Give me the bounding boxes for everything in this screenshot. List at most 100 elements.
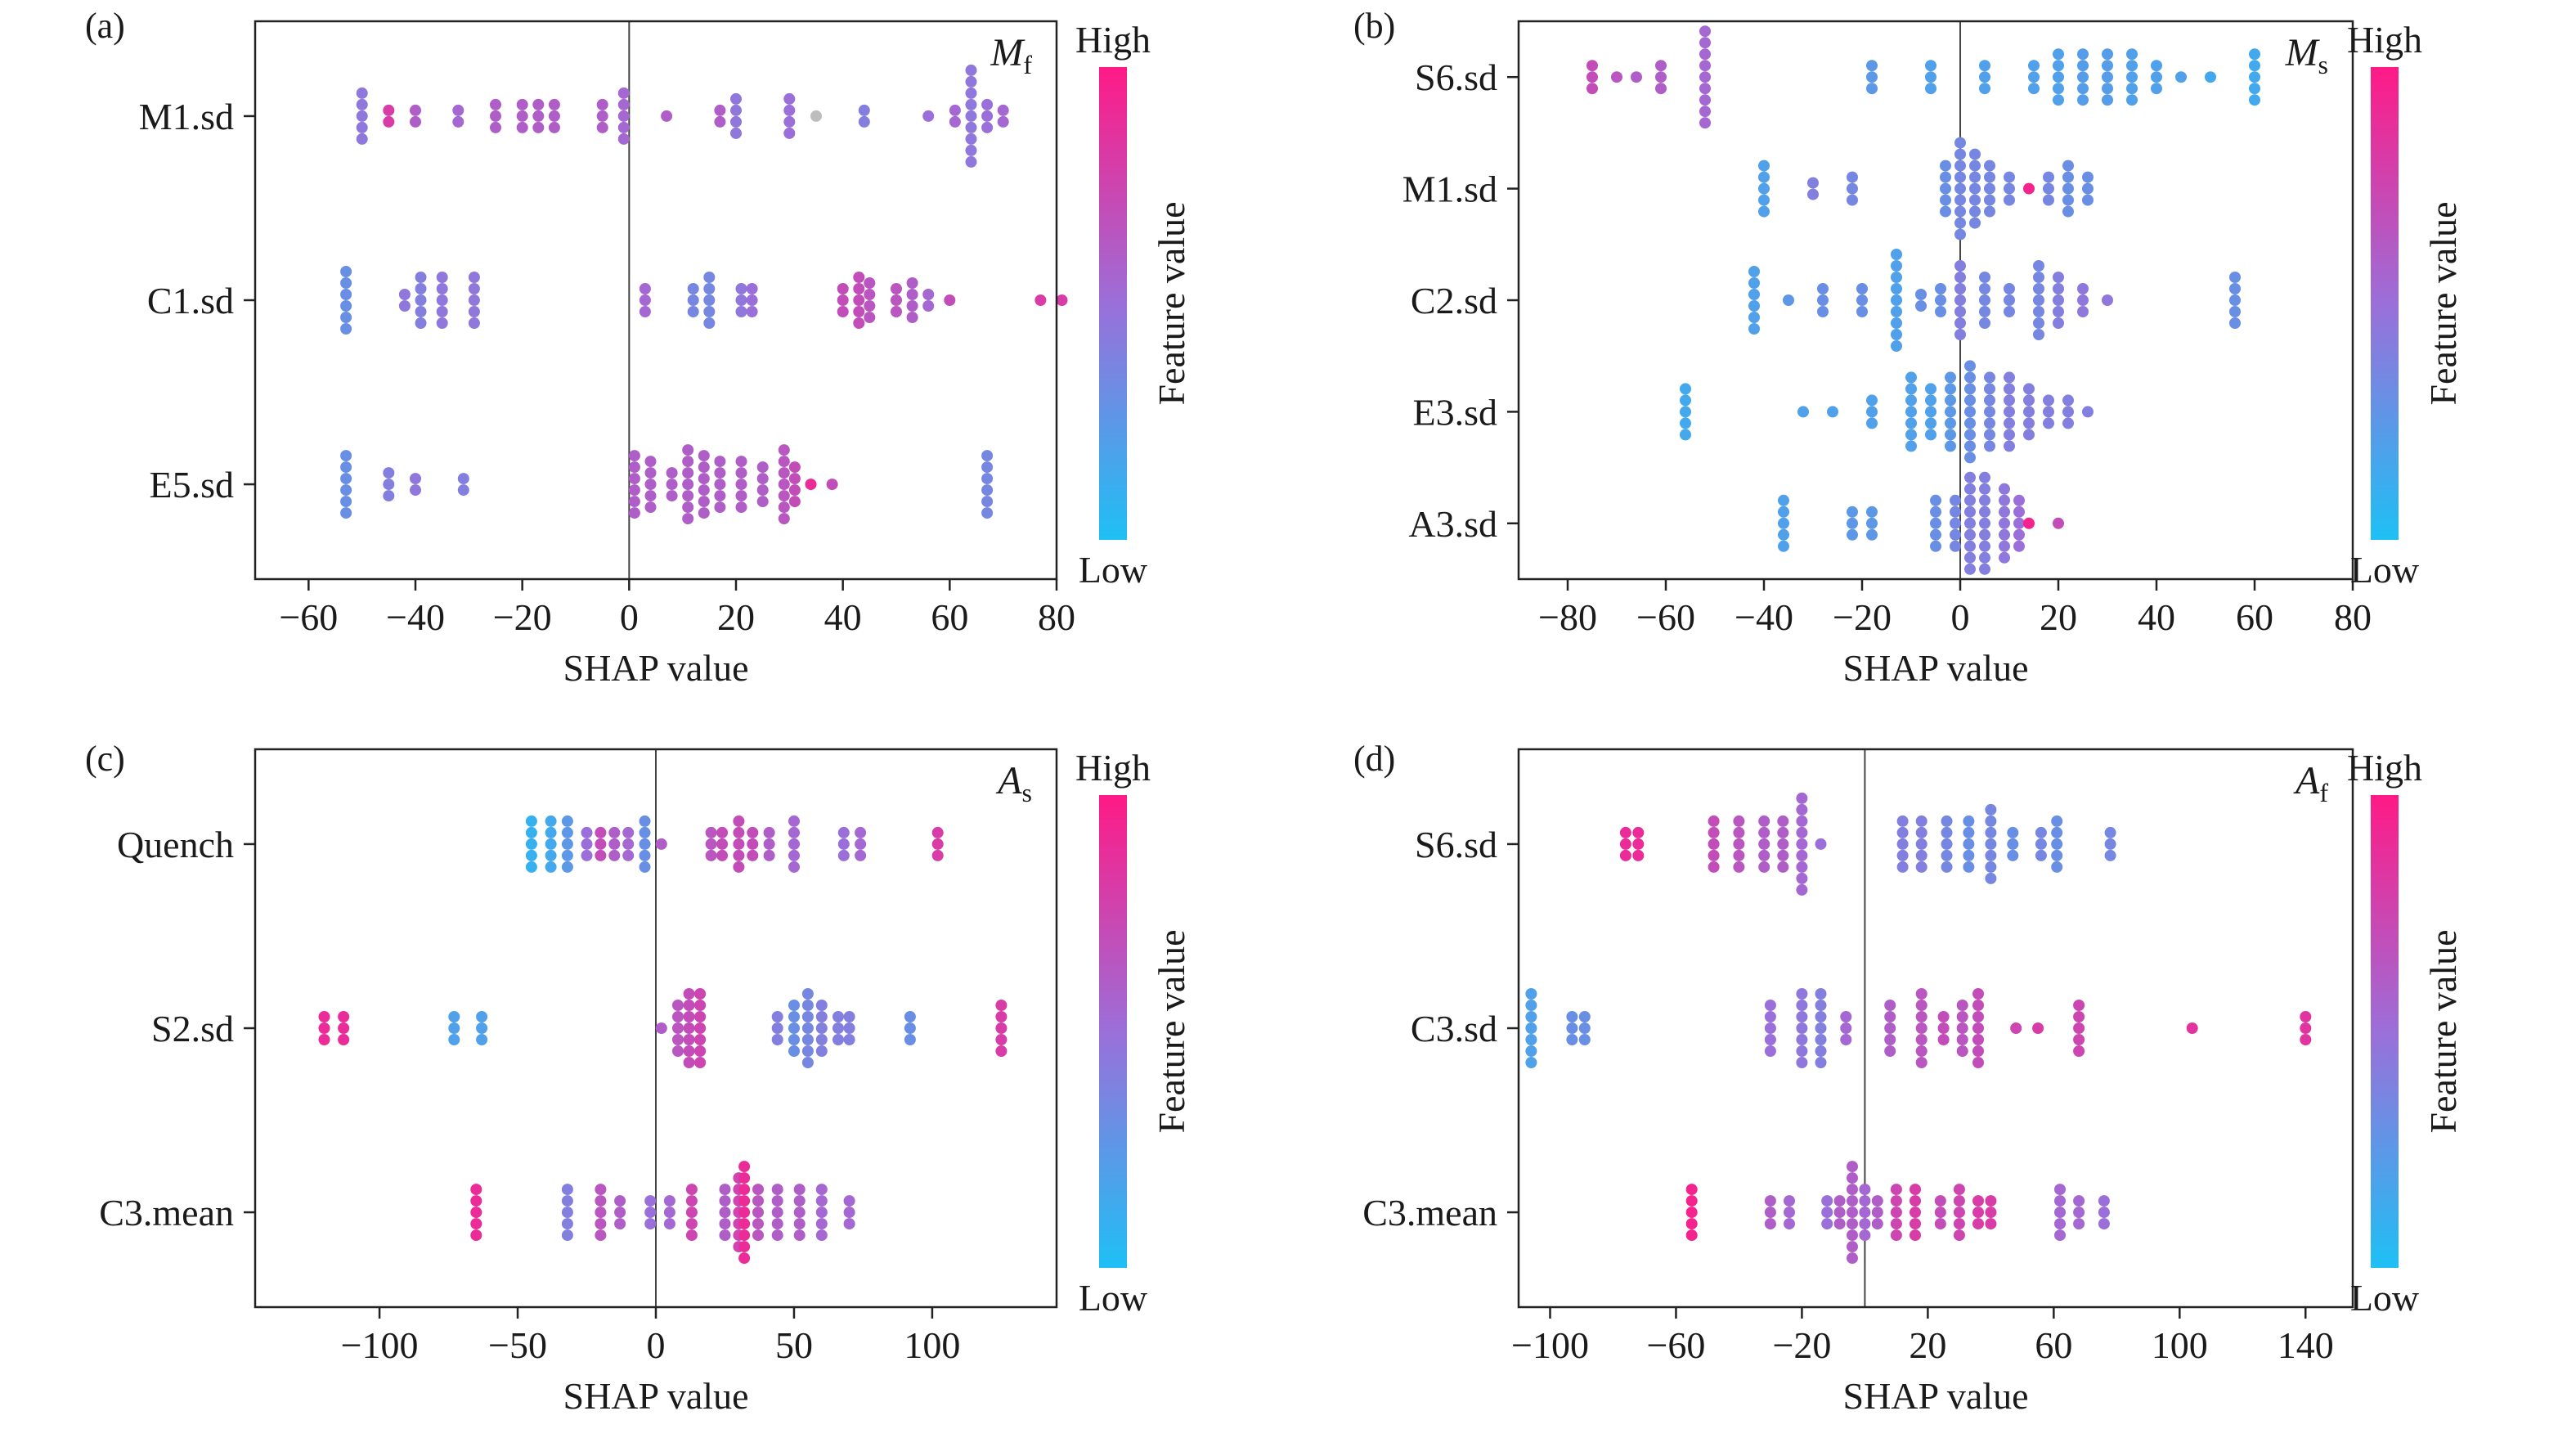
shap-point bbox=[525, 826, 537, 838]
shap-point bbox=[1796, 815, 1808, 827]
shap-point bbox=[1985, 1207, 1997, 1219]
shap-point bbox=[1748, 277, 1760, 289]
shap-point bbox=[2077, 283, 2089, 294]
panel-label: (b) bbox=[1353, 6, 1395, 46]
shap-point bbox=[1905, 440, 1917, 452]
shap-point bbox=[965, 155, 977, 168]
shap-point bbox=[1964, 360, 1976, 372]
shap-point bbox=[858, 115, 870, 128]
shap-point bbox=[2004, 394, 2015, 407]
shap-point bbox=[672, 1045, 684, 1057]
shap-point bbox=[383, 490, 395, 502]
shap-point bbox=[410, 104, 421, 116]
feature-label: C1.sd bbox=[147, 280, 234, 321]
shap-point bbox=[1733, 849, 1745, 861]
shap-point bbox=[1733, 838, 1745, 850]
shap-point bbox=[719, 1207, 731, 1219]
shap-point bbox=[1915, 861, 1928, 873]
colorbar-title: Feature value bbox=[2422, 929, 2464, 1133]
shap-point bbox=[1969, 194, 1981, 206]
shap-point bbox=[694, 988, 707, 1000]
shap-point bbox=[2033, 306, 2044, 317]
x-tick-label: −40 bbox=[1735, 596, 1793, 638]
shap-point bbox=[965, 121, 977, 133]
shap-point bbox=[864, 289, 876, 300]
shap-point bbox=[832, 1011, 844, 1022]
shap-point bbox=[468, 272, 480, 283]
shap-point bbox=[735, 479, 747, 491]
shap-point bbox=[801, 1000, 814, 1011]
shap-point bbox=[1859, 1207, 1871, 1219]
shap-point bbox=[1979, 71, 1990, 83]
shap-point bbox=[595, 1207, 607, 1219]
shap-point bbox=[2033, 283, 2044, 294]
shap-point bbox=[944, 294, 956, 306]
shap-point bbox=[356, 110, 368, 122]
shap-point bbox=[663, 1195, 675, 1207]
shap-point bbox=[1796, 1000, 1808, 1011]
shap-point bbox=[981, 496, 994, 508]
shap-point bbox=[788, 838, 800, 850]
shap-point bbox=[340, 312, 352, 323]
shap-point bbox=[1578, 1022, 1591, 1034]
shap-point bbox=[1979, 551, 1990, 564]
shap-point bbox=[2053, 272, 2064, 283]
x-tick-label: 0 bbox=[620, 596, 639, 638]
shap-point bbox=[698, 507, 710, 519]
shap-point bbox=[2186, 1022, 2198, 1034]
shap-point bbox=[694, 1022, 707, 1034]
shap-point bbox=[1964, 563, 1976, 575]
shap-point bbox=[581, 849, 593, 861]
shap-point bbox=[2023, 182, 2035, 195]
shap-point bbox=[1891, 329, 1902, 340]
shap-point bbox=[2126, 83, 2138, 95]
shap-point bbox=[1953, 1195, 1965, 1207]
shap-point bbox=[714, 490, 726, 502]
shap-point bbox=[1954, 317, 1966, 329]
shap-point bbox=[2175, 71, 2187, 83]
x-tick-label: 60 bbox=[2035, 1324, 2072, 1366]
x-axis-title: SHAP value bbox=[563, 647, 748, 689]
shap-point bbox=[448, 1034, 460, 1045]
shap-point bbox=[2023, 394, 2035, 407]
shap-point bbox=[1796, 1011, 1808, 1022]
shap-point bbox=[843, 1034, 855, 1045]
shap-point bbox=[2023, 417, 2035, 429]
shap-point bbox=[735, 501, 747, 514]
shap-point bbox=[1935, 283, 1946, 294]
shap-point bbox=[1964, 506, 1976, 518]
shap-point bbox=[1796, 883, 1808, 896]
shap-point bbox=[2126, 60, 2138, 72]
shap-point bbox=[682, 444, 694, 456]
shap-point bbox=[2098, 1195, 2110, 1207]
shap-point bbox=[1708, 838, 1720, 850]
shap-point bbox=[1884, 1011, 1896, 1022]
shap-point bbox=[516, 110, 528, 122]
shap-point bbox=[2126, 94, 2138, 106]
panel-c: (c) Quench S2.sd C3.mean −100 −50 0 50 100 SHAP v… bbox=[0, 736, 1288, 1438]
shap-point bbox=[1937, 1022, 1950, 1034]
shap-point bbox=[2053, 306, 2064, 317]
shap-point bbox=[1972, 1034, 1984, 1045]
shap-point bbox=[995, 1034, 1008, 1045]
shap-point bbox=[1566, 1022, 1578, 1034]
shap-point bbox=[1964, 417, 1976, 429]
shap-point bbox=[1796, 803, 1808, 816]
shap-point bbox=[738, 1241, 751, 1253]
shap-point bbox=[1815, 1034, 1827, 1045]
shap-point bbox=[356, 87, 368, 99]
shap-point bbox=[644, 1207, 657, 1219]
shap-point bbox=[1859, 1218, 1871, 1230]
feature-label: S6.sd bbox=[1415, 56, 1497, 98]
shap-point bbox=[318, 1022, 330, 1034]
x-tick-label: −60 bbox=[1646, 1324, 1705, 1366]
shap-point bbox=[561, 1207, 573, 1219]
shap-point bbox=[1758, 849, 1770, 861]
shap-point bbox=[1708, 861, 1720, 873]
shap-point bbox=[340, 300, 352, 312]
shap-point bbox=[1764, 1045, 1776, 1057]
shap-point bbox=[1972, 1195, 1984, 1207]
shap-point bbox=[1915, 1057, 1928, 1068]
shap-point bbox=[356, 121, 368, 133]
shap-point bbox=[788, 473, 801, 485]
